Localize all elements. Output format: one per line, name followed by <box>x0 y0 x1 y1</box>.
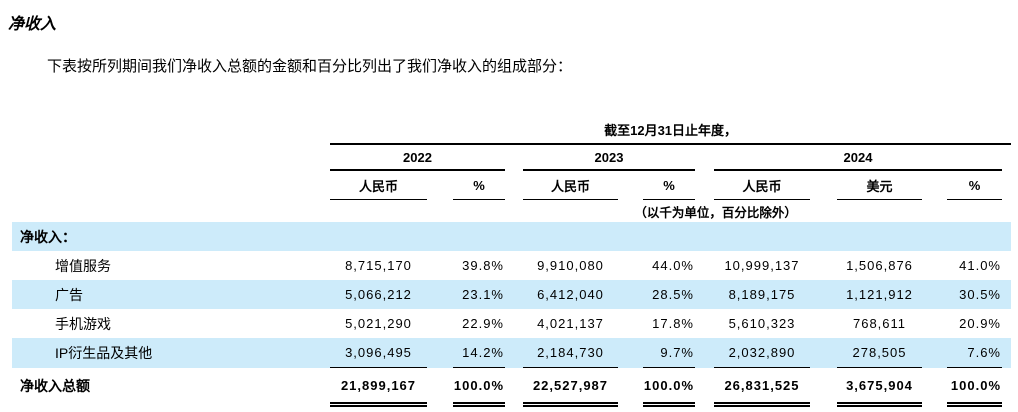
column-headers-row: 人民币 % 人民币 % 人民币 美元 % <box>12 170 1011 200</box>
column-spacer <box>505 144 523 170</box>
percent-cell: 14.2% <box>462 345 504 360</box>
header-2022-pct: % <box>453 170 505 200</box>
amount-cell: 4,021,137 <box>537 316 604 331</box>
amount-cell: 2,032,890 <box>728 345 796 360</box>
year-2022: 2022 <box>330 144 505 171</box>
total-label: 净收入总额 <box>20 378 90 394</box>
percent-cell: 17.8% <box>652 316 694 331</box>
total-amount-cell: 22,527,987 <box>523 367 618 407</box>
row-label: 广告 <box>55 286 83 303</box>
unit-note: （以千为单位，百分比除外） <box>634 205 797 220</box>
amount-cell: 5,021,290 <box>345 316 412 331</box>
row-label: 增值服务 <box>55 257 111 274</box>
header-2023-pct: % <box>643 170 695 200</box>
amount-cell: 10,999,137 <box>724 258 800 273</box>
total-row: 净收入总额 21,899,167 100.0% 22,527,987 100.0… <box>12 367 1011 407</box>
percent-cell: 44.0% <box>652 258 694 273</box>
amount-cell: 3,096,495 <box>345 345 412 360</box>
header-2024-rmb: 人民币 <box>714 170 810 200</box>
total-percent-cell: 100.0% <box>453 367 505 407</box>
total-amount-cell: 21,899,167 <box>330 367 427 407</box>
table-row: 增值服务 8,715,170 39.8% 9,910,080 44.0% 10,… <box>12 251 1011 280</box>
page-title: 净收入 <box>8 16 57 33</box>
amount-cell: 6,412,040 <box>537 287 604 302</box>
amount-cell: 5,610,323 <box>728 316 796 331</box>
amount-cell: 9,910,080 <box>537 258 604 273</box>
amount-cell: 8,715,170 <box>345 258 412 273</box>
header-2022-rmb: 人民币 <box>330 170 427 200</box>
column-spacer <box>1002 144 1011 170</box>
period-header: 截至12月31日止年度， <box>330 113 1012 145</box>
amount-cell: 5,066,212 <box>345 287 412 302</box>
total-amount-cell: 3,675,904 <box>837 367 922 407</box>
total-amount-cell: 26,831,525 <box>714 367 810 407</box>
year-2024: 2024 <box>714 144 1002 171</box>
amount-cell: 768,611 <box>852 316 907 331</box>
unit-note-row: （以千为单位，百分比除外） <box>12 200 1011 223</box>
percent-cell: 28.5% <box>652 287 694 302</box>
total-percent-cell: 100.0% <box>643 367 695 407</box>
row-label: IP衍生品及其他 <box>55 344 153 361</box>
table-row: 手机游戏 5,021,290 22.9% 4,021,137 17.8% 5,6… <box>12 309 1011 338</box>
header-2024-pct: % <box>947 170 1002 200</box>
amount-cell: 8,189,175 <box>728 287 796 302</box>
amount-cell: 1,121,912 <box>846 287 913 302</box>
period-header-row: 截至12月31日止年度， <box>12 113 1012 145</box>
percent-cell: 22.9% <box>462 316 504 331</box>
percent-cell: 23.1% <box>462 287 504 302</box>
section-header: 净收入： <box>20 228 76 245</box>
percent-cell: 20.9% <box>959 316 1001 331</box>
percent-cell: 30.5% <box>959 287 1001 302</box>
percent-cell: 7.6% <box>967 345 1001 360</box>
years-row: 2022 2023 2024 <box>12 144 1011 171</box>
intro-paragraph: 下表按所列期间我们净收入总额的金额和百分比列出了我们净收入的组成部分： <box>47 58 573 75</box>
year-2023: 2023 <box>523 144 695 171</box>
table-row: IP衍生品及其他 3,096,495 14.2% 2,184,730 9.7% … <box>12 338 1012 368</box>
label-column-spacer <box>12 113 330 144</box>
header-2023-rmb: 人民币 <box>523 170 618 200</box>
table-row: 广告 5,066,212 23.1% 6,412,040 28.5% 8,189… <box>12 280 1012 309</box>
percent-cell: 39.8% <box>462 258 504 273</box>
row-label: 手机游戏 <box>55 315 111 332</box>
percent-cell: 41.0% <box>959 258 1001 273</box>
header-2024-usd: 美元 <box>837 170 922 200</box>
column-spacer <box>695 144 714 170</box>
total-percent-cell: 100.0% <box>947 367 1002 407</box>
net-revenues-table: 截至12月31日止年度， 2022 2023 2024 人民币 % 人民币 % … <box>12 113 1012 407</box>
amount-cell: 1,506,876 <box>846 258 913 273</box>
amount-cell: 278,505 <box>852 345 907 360</box>
percent-cell: 9.7% <box>660 345 694 360</box>
section-header-row: 净收入： <box>12 222 1012 251</box>
amount-cell: 2,184,730 <box>537 345 604 360</box>
